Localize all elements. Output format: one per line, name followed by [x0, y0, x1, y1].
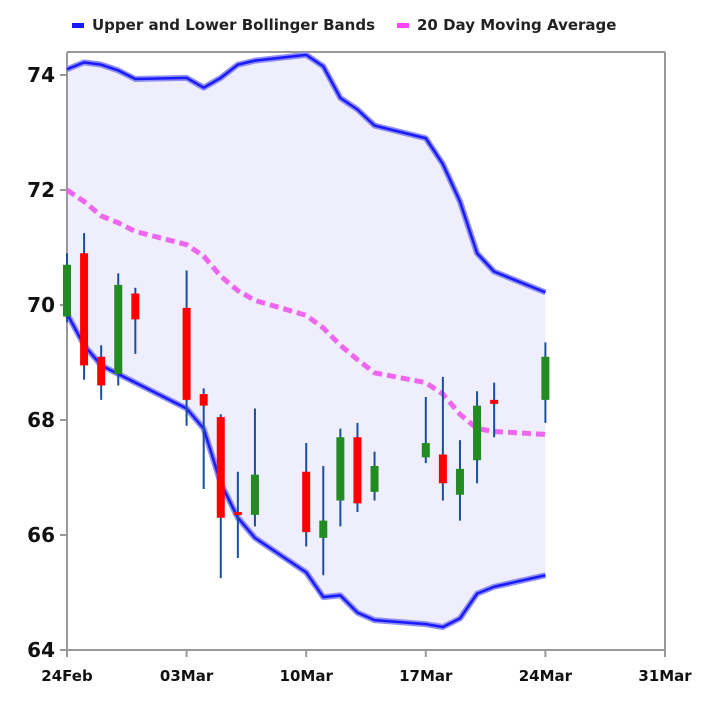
candle-body	[199, 394, 208, 406]
y-tick-label: 74	[27, 63, 55, 87]
candle-body	[80, 253, 89, 366]
candle-body	[336, 437, 345, 501]
candle-body	[114, 284, 123, 374]
candle-body	[438, 454, 447, 484]
lower-band-line	[65, 313, 546, 629]
upper-band-line	[66, 53, 546, 294]
y-tick-label: 66	[27, 523, 55, 547]
legend-label-moving-average: 20 Day Moving Average	[417, 16, 617, 34]
x-tick-label: 17Mar	[399, 667, 453, 685]
candle-body	[370, 466, 379, 492]
candle-body	[233, 512, 242, 515]
legend-label-bands: Upper and Lower Bollinger Bands	[92, 16, 375, 34]
x-tick-label: 31Mar	[638, 667, 692, 685]
candle-body	[490, 399, 499, 404]
legend-item-moving-average: 20 Day Moving Average	[397, 16, 616, 34]
x-tick-label: 24Feb	[41, 667, 93, 685]
legend-swatch-moving-average	[397, 22, 409, 28]
candle-body	[353, 437, 362, 504]
candle-body	[63, 264, 71, 317]
legend: Upper and Lower Bollinger Bands 20 Day M…	[72, 16, 616, 34]
candle-body	[455, 468, 464, 495]
x-tick-label: 24Mar	[519, 667, 573, 685]
x-tick-label: 03Mar	[160, 667, 214, 685]
candle-body	[473, 405, 482, 461]
candle-body	[131, 293, 140, 320]
candle-body	[319, 520, 328, 538]
y-tick-label: 72	[27, 178, 55, 202]
band-fill-area	[67, 54, 546, 627]
candle-body	[250, 474, 259, 515]
candle-body	[541, 356, 550, 400]
y-tick-label: 68	[27, 408, 55, 432]
legend-swatch-bands	[72, 22, 84, 28]
x-tick-label: 10Mar	[280, 667, 334, 685]
candle-body	[302, 471, 311, 533]
candle-body	[421, 443, 430, 458]
moving-average-line	[65, 187, 546, 437]
legend-item-bands: Upper and Lower Bollinger Bands	[72, 16, 375, 34]
candle-body	[182, 307, 191, 400]
y-tick-label: 70	[27, 293, 55, 317]
candle-body	[216, 417, 225, 518]
candle-body	[97, 356, 106, 386]
y-tick-label: 64	[27, 638, 55, 662]
